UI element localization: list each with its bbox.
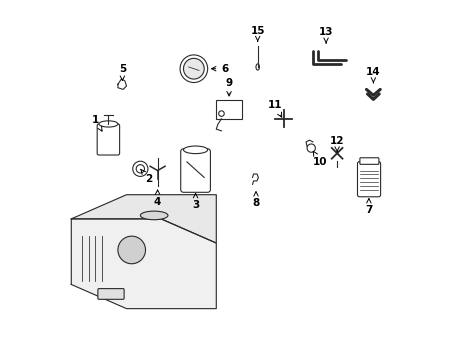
Text: 14: 14 (366, 67, 381, 83)
Ellipse shape (99, 121, 118, 127)
Circle shape (136, 165, 145, 173)
Circle shape (133, 161, 148, 176)
FancyBboxPatch shape (216, 100, 242, 119)
FancyBboxPatch shape (181, 149, 210, 192)
Polygon shape (71, 195, 216, 243)
Text: 2: 2 (141, 169, 153, 184)
Circle shape (307, 144, 315, 152)
Circle shape (219, 111, 224, 116)
Text: 5: 5 (119, 64, 126, 80)
Text: 10: 10 (313, 151, 327, 167)
Text: 6: 6 (211, 64, 228, 74)
Text: 8: 8 (252, 192, 260, 208)
Text: 1: 1 (92, 116, 102, 131)
Text: 12: 12 (330, 136, 345, 152)
Polygon shape (71, 219, 216, 309)
Text: 9: 9 (226, 78, 233, 96)
Text: 3: 3 (192, 193, 199, 210)
Text: 11: 11 (268, 100, 282, 117)
FancyBboxPatch shape (360, 158, 379, 164)
Circle shape (180, 55, 208, 82)
Text: 4: 4 (154, 190, 161, 207)
Ellipse shape (140, 211, 168, 220)
FancyBboxPatch shape (98, 288, 124, 299)
FancyBboxPatch shape (357, 161, 381, 197)
Text: 15: 15 (250, 26, 265, 41)
Text: 13: 13 (319, 27, 333, 43)
Circle shape (118, 236, 146, 264)
Circle shape (183, 58, 204, 79)
Text: 7: 7 (365, 199, 373, 215)
FancyBboxPatch shape (97, 124, 119, 155)
Ellipse shape (256, 64, 259, 70)
Ellipse shape (183, 146, 208, 153)
